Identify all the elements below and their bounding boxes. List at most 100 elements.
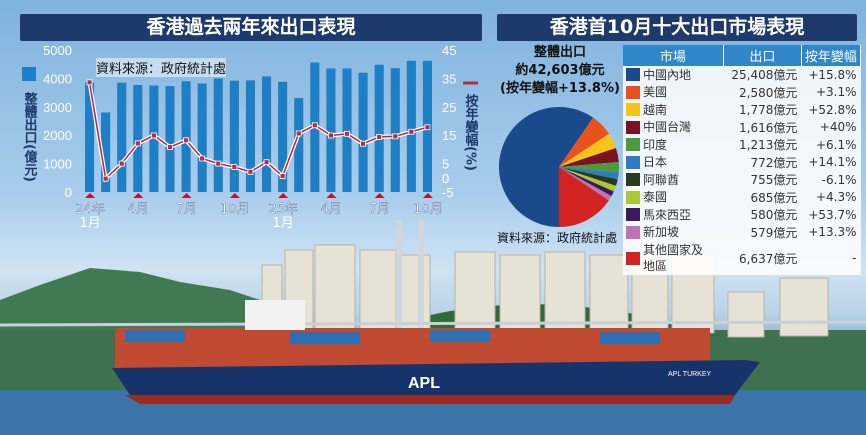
y-tick-label: 2000 (43, 128, 72, 143)
line-point (86, 79, 93, 86)
y-tick-label: 5000 (43, 43, 72, 58)
market-cell: 阿聯酋 (623, 171, 723, 189)
bar (294, 97, 304, 192)
change-value: +13.3% (808, 225, 857, 240)
line-point (183, 137, 189, 144)
bar (149, 85, 159, 192)
x-tick-label-2: 1月 (79, 216, 100, 231)
change-value: - (852, 251, 857, 265)
market-cell: 日本 (623, 154, 723, 172)
change-value: +52.8% (808, 102, 857, 117)
pie-slice (559, 167, 609, 227)
line-point (134, 140, 141, 147)
ship-name-2: APL TURKEY (668, 371, 712, 378)
market-cell: 印度 (623, 136, 723, 154)
y-tick-label: 3000 (43, 100, 72, 115)
bar (245, 80, 255, 192)
right-source: 資料來源：政府統計處 (497, 231, 618, 245)
table-row: 其他國家及地區 6,637億元 - (623, 241, 861, 275)
y2-tick-label: 45 (442, 43, 456, 58)
total-change: (按年變幅+13.8%) (500, 81, 620, 96)
table-row: 阿聯酋 755億元 -6.1% (623, 171, 861, 189)
line-point (118, 160, 125, 167)
market-cell: 中國內地 (623, 66, 723, 84)
line-point (215, 160, 222, 167)
y2-axis-label: 按年變幅(%) (463, 93, 479, 170)
pie-slice (499, 107, 594, 227)
line-point (376, 134, 383, 140)
pie-slice (559, 117, 610, 167)
market-name: 日本 (643, 155, 668, 170)
x-tick-label-2: 1月 (272, 216, 293, 231)
col-export: 出口 (723, 45, 802, 66)
bar (358, 72, 368, 192)
line-point (263, 159, 270, 166)
total-value: 約42,603億元 (515, 63, 605, 78)
pie-slice (559, 167, 618, 186)
export-value: 580億元 (750, 208, 798, 223)
bar (117, 82, 127, 192)
export-value: 755億元 (750, 173, 798, 188)
ship-name: APL (408, 375, 440, 392)
market-name: 美國 (643, 85, 668, 100)
x-tick-label: 25年 (268, 202, 298, 217)
change-value: +4.3% (815, 190, 857, 205)
yoy-line (88, 82, 428, 181)
line-point (199, 155, 206, 162)
color-swatch (626, 103, 640, 117)
market-name: 阿聯酋 (643, 172, 680, 187)
color-swatch (626, 85, 640, 99)
y2-tick-label: -5 (442, 185, 454, 200)
color-swatch (626, 251, 640, 265)
market-name: 越南 (643, 102, 668, 117)
change-value: +6.1% (815, 137, 857, 152)
line-point (102, 175, 109, 182)
line-point (295, 130, 302, 137)
line-point (408, 128, 415, 135)
table-row: 印度 1,213億元 +6.1% (623, 136, 861, 154)
bar (374, 64, 384, 192)
bar (101, 112, 111, 192)
col-change: 按年變幅 (801, 45, 862, 66)
bar (229, 80, 239, 192)
color-swatch (626, 138, 640, 152)
change-value: +53.7% (808, 207, 857, 222)
market-name: 其他國家及地區 (643, 243, 704, 273)
market-name: 泰國 (643, 190, 668, 205)
line-point (424, 124, 431, 131)
change-value: +40% (819, 120, 857, 135)
market-name: 馬來西亞 (643, 207, 692, 222)
x-tick-marker (374, 193, 385, 198)
market-cell: 越南 (623, 101, 723, 119)
export-value: 772億元 (750, 155, 798, 170)
line-point (151, 132, 157, 139)
bar (406, 60, 416, 193)
table-row: 日本 772億元 +14.1% (623, 154, 861, 172)
x-tick-marker (422, 193, 433, 198)
table-row: 泰國 685億元 +4.3% (623, 189, 861, 207)
x-tick-marker (85, 193, 96, 198)
market-name: 中國內地 (643, 67, 692, 82)
y-tick-label: 4000 (43, 71, 72, 86)
y2-tick-label: 0 (442, 171, 449, 186)
bar (390, 68, 400, 192)
line-point (167, 144, 173, 151)
table-row: 新加坡 579億元 +13.3% (623, 224, 861, 242)
market-cell: 馬來西亞 (623, 206, 723, 224)
y2-tick-label: 35 (442, 71, 456, 86)
change-value: +3.1% (815, 85, 857, 100)
table-row: 越南 1,778億元 +52.8% (623, 101, 861, 119)
pie-slice (559, 161, 619, 173)
market-pie-chart (499, 107, 619, 227)
total-label: 整體出口 (533, 45, 586, 60)
market-cell: 泰國 (623, 189, 723, 207)
bar (197, 83, 207, 192)
exports-bar-line-chart: 010002000300040005000-50515253545整體出口(億元… (22, 43, 479, 231)
x-tick-label: 24年 (75, 202, 105, 217)
pie-slice (559, 167, 614, 197)
x-tick-marker (326, 193, 337, 198)
export-value: 2,580億元 (739, 85, 798, 100)
y2-tick-label: 5 (442, 157, 449, 172)
